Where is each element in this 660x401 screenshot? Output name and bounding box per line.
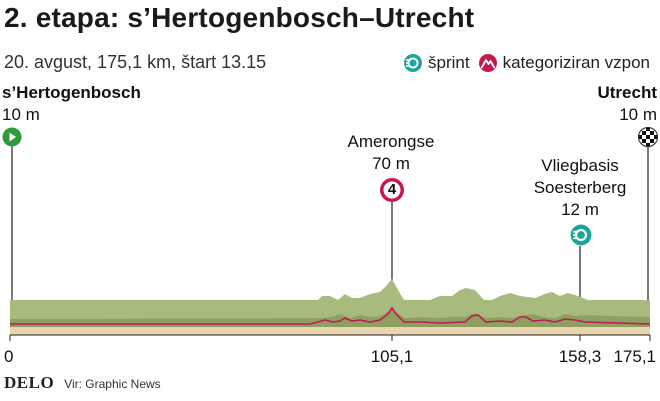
sprint-elevation: 12 m bbox=[561, 200, 599, 219]
finish-elevation: 10 m bbox=[619, 105, 657, 124]
brand-logo: DELO bbox=[4, 373, 55, 392]
mountain-icon bbox=[478, 54, 497, 72]
legend-sprint-label: šprint bbox=[428, 53, 470, 72]
stage-subtitle: 20. avgust, 175,1 km, štart 13.15 bbox=[4, 52, 267, 72]
x-label-0: 0 bbox=[4, 347, 14, 366]
start-city: s’Hertogenbosch bbox=[2, 83, 141, 102]
sprint-icon bbox=[404, 54, 422, 72]
sprint-name-line1: Vliegbasis bbox=[541, 156, 619, 175]
source-credit: Vir: Graphic News bbox=[64, 377, 161, 391]
climb-category-number: 4 bbox=[387, 181, 397, 198]
stage-title: 2. etapa: s’Hertogenbosch–Utrecht bbox=[4, 2, 475, 33]
finish-city: Utrecht bbox=[597, 83, 657, 102]
footer: DELO Vir: Graphic News bbox=[4, 373, 161, 393]
legend-sprint: šprint bbox=[403, 53, 470, 73]
start-flag-icon bbox=[2, 127, 22, 147]
finish-checkered-icon bbox=[638, 127, 658, 147]
sprint-name-line2: Soesterberg bbox=[533, 178, 627, 197]
x-label-175: 175,1 bbox=[613, 347, 656, 366]
route-profile-line bbox=[10, 306, 651, 325]
climb-elevation: 70 m bbox=[372, 154, 410, 173]
legend-climb-label: kategoriziran vzpon bbox=[502, 53, 650, 72]
legend: šprint kategoriziran vzpon bbox=[403, 53, 650, 73]
start-elevation: 10 m bbox=[2, 105, 40, 124]
climb-category-badge: 4 bbox=[379, 177, 405, 203]
x-label-105: 105,1 bbox=[370, 347, 414, 366]
legend-climb: kategoriziran vzpon bbox=[478, 53, 650, 73]
climb-badge-icon bbox=[380, 178, 404, 202]
climb-name: Amerongse bbox=[347, 132, 435, 151]
sprint-marker-icon bbox=[570, 224, 592, 246]
x-label-158: 158,3 bbox=[558, 347, 602, 366]
terrain-top-surface bbox=[10, 279, 650, 319]
